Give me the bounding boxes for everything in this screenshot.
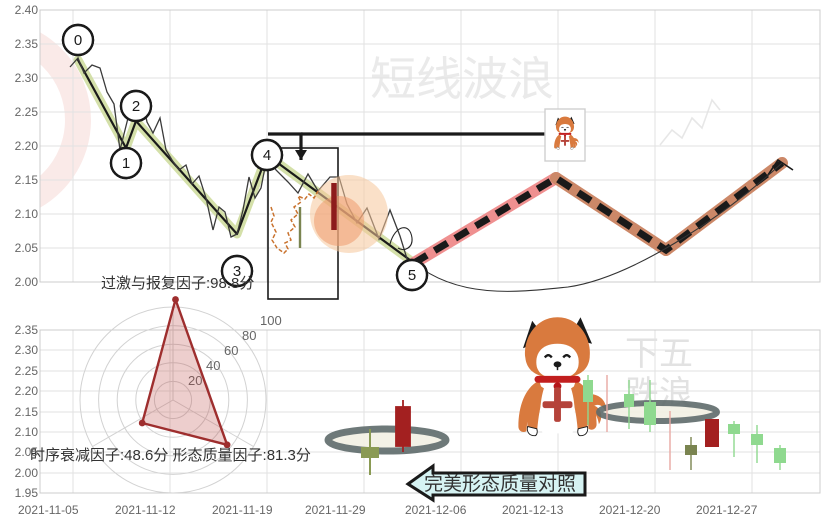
svg-text:0: 0 <box>74 32 82 49</box>
svg-text:60: 60 <box>224 343 238 358</box>
svg-text:时序衰减因子:48.6分 形态质量因子:81.3分: 时序衰减因子:48.6分 形态质量因子:81.3分 <box>30 447 311 464</box>
svg-text:完美形态质量对照: 完美形态质量对照 <box>424 473 576 495</box>
svg-text:5: 5 <box>408 267 416 284</box>
svg-text:过激与报复因子:98.8分: 过激与报复因子:98.8分 <box>101 274 254 292</box>
svg-text:1: 1 <box>122 155 130 172</box>
svg-text:40: 40 <box>206 358 220 373</box>
svg-text:2: 2 <box>132 98 140 115</box>
svg-text:100: 100 <box>260 313 282 328</box>
svg-text:80: 80 <box>242 328 256 343</box>
svg-text:4: 4 <box>263 147 271 164</box>
